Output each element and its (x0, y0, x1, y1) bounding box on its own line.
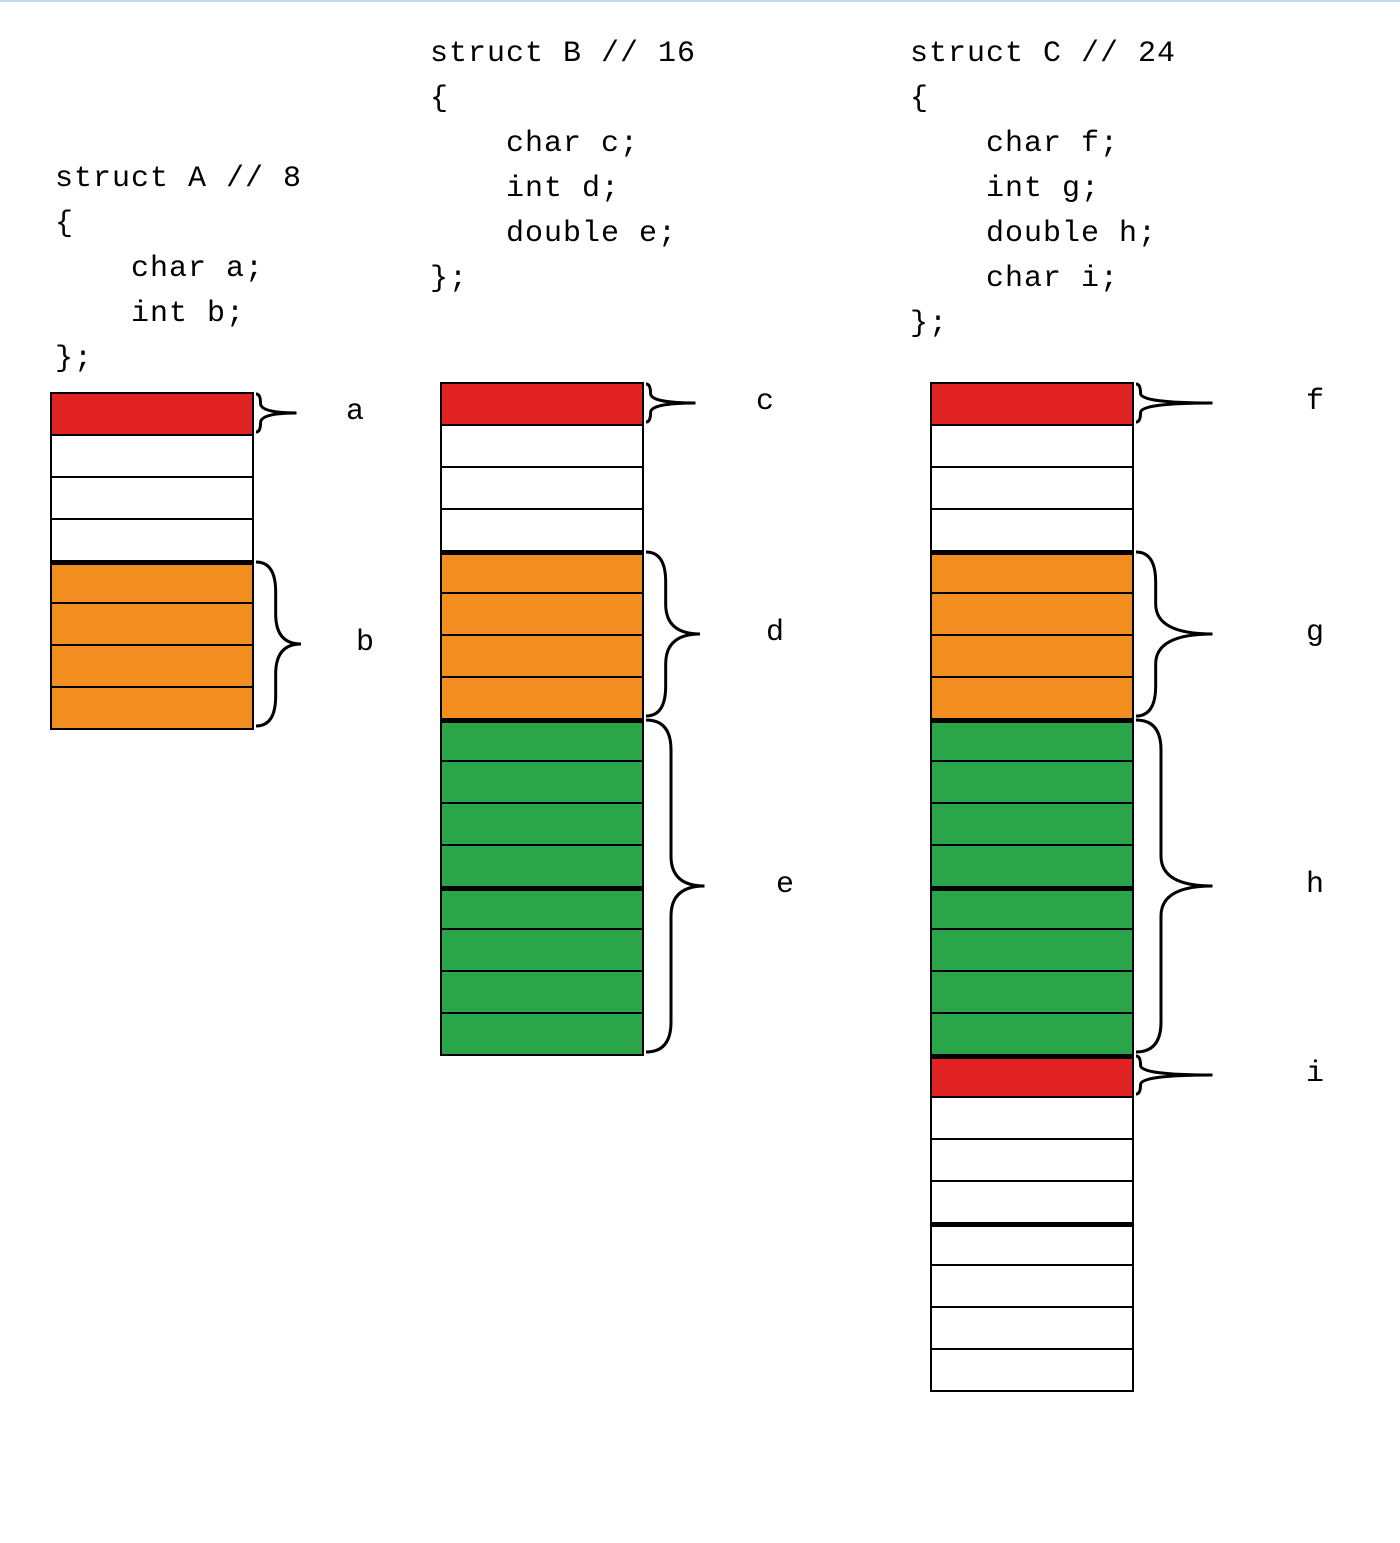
struct-alignment-diagram: struct A // 8 { char a; int b; };abstruc… (0, 0, 1400, 1543)
field-label-i: i (1306, 1057, 1324, 1091)
